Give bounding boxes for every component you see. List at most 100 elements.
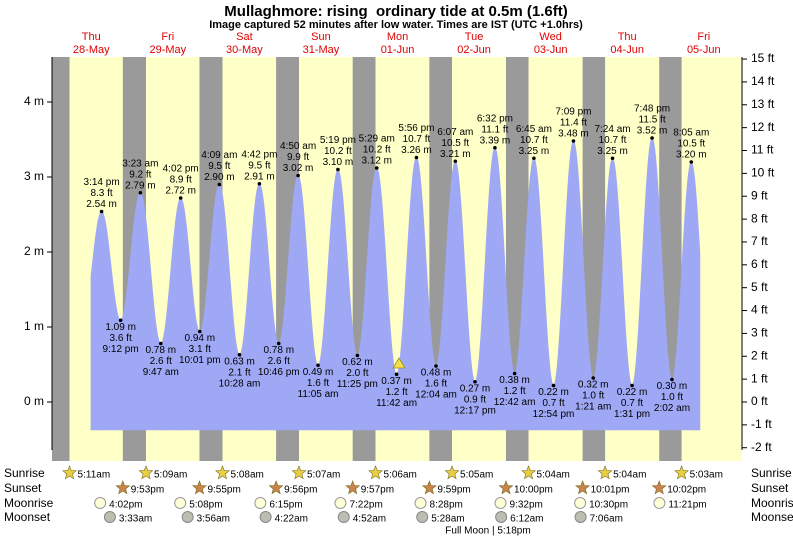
day-name: Tue — [465, 31, 484, 43]
moonset-time: 5:28am — [431, 514, 464, 525]
day-date: 30-May — [226, 44, 263, 56]
tide-point — [237, 352, 242, 357]
height-ft-label: 10.2 ft — [363, 145, 391, 156]
sun-icon — [368, 465, 384, 480]
height-m-label: 0.48 m — [421, 368, 452, 379]
tide-point — [178, 196, 183, 200]
moonset-icon — [495, 511, 508, 523]
height-ft-label: 10.7 ft — [403, 134, 431, 145]
sun-icon — [674, 465, 690, 480]
sunrise-time: 5:09am — [154, 470, 187, 481]
time-label: 4:42 pm — [241, 149, 277, 160]
height-ft-label: 9.5 ft — [248, 160, 270, 171]
height-ft-label: 1.0 ft — [661, 392, 683, 403]
moonrise-time: 6:15pm — [269, 500, 302, 511]
day-name: Fri — [697, 31, 710, 43]
sun-icon — [115, 480, 131, 495]
height-ft-label: 3.6 ft — [110, 333, 132, 344]
moonset-time: 3:33am — [119, 514, 152, 525]
tide-area — [219, 183, 240, 431]
height-ft-label: 0.9 ft — [464, 394, 486, 405]
tide-point — [99, 209, 104, 214]
tide-area — [101, 211, 121, 431]
tide-area — [435, 160, 456, 431]
height-ft-label: 8.3 ft — [90, 188, 112, 199]
height-m-label: 0.22 m — [538, 387, 569, 398]
day-name: Thu — [618, 31, 637, 43]
moonrise-time: 5:08pm — [189, 500, 222, 511]
moonrise-icon — [334, 497, 347, 509]
day-name: Thu — [82, 31, 101, 43]
sunrise-time: 5:07am — [307, 470, 340, 481]
time-label: 6:45 am — [516, 124, 552, 135]
height-ft-label: 10.5 ft — [441, 138, 469, 149]
moonrise-icon — [574, 497, 587, 509]
chart-title: Mullaghmore: rising ordinary tide at 0.5… — [224, 3, 567, 20]
tide-area — [651, 137, 673, 431]
time-label: 11:25 pm — [337, 379, 378, 390]
tide-point — [276, 341, 281, 346]
tide-area — [259, 183, 280, 431]
height-ft-label: 11.5 ft — [639, 115, 666, 126]
moonset-icon — [181, 511, 194, 523]
sun-icon — [651, 480, 667, 495]
height-m-label: 3.52 m — [637, 126, 668, 137]
moonrise-icon — [494, 497, 507, 509]
sunset-time: 10:02pm — [667, 485, 706, 496]
y2-tick-label: -1 ft — [751, 417, 772, 431]
height-ft-label: 9.9 ft — [287, 152, 309, 163]
height-m-label: 0.30 m — [657, 381, 688, 392]
height-ft-label: 10.5 ft — [677, 139, 705, 150]
moonrise-time: 11:21pm — [668, 500, 706, 511]
moonrise-time: 8:28pm — [430, 500, 463, 511]
height-ft-label: 2.6 ft — [268, 356, 290, 367]
sun-icon — [291, 465, 307, 480]
row-label: Sunset — [751, 481, 789, 495]
height-m-label: 0.27 m — [460, 383, 491, 394]
moonset-icon — [259, 511, 272, 523]
sun-icon — [597, 465, 613, 480]
tide-area — [357, 167, 378, 431]
sunrise-time: 5:04am — [537, 470, 570, 481]
sun-icon — [191, 480, 207, 495]
moonrise-time: 4:02pm — [109, 500, 142, 511]
sunrise-time: 5:06am — [384, 470, 417, 481]
sunset-time: 9:59pm — [437, 485, 470, 496]
tide-area — [337, 168, 358, 431]
time-label: 4:09 am — [201, 150, 237, 161]
height-m-label: 0.78 m — [145, 345, 176, 356]
y2-tick-label: 4 ft — [751, 303, 768, 317]
y2-tick-label: 15 ft — [751, 51, 775, 65]
height-m-label: 3.20 m — [676, 150, 707, 161]
sun-icon — [521, 465, 537, 480]
day-name: Mon — [387, 31, 408, 43]
moonrise-icon — [94, 497, 107, 509]
time-label: 4:02 pm — [163, 164, 199, 175]
row-label: Moonrise — [4, 496, 54, 510]
tide-area — [474, 147, 496, 431]
height-m-label: 0.62 m — [342, 357, 373, 368]
moonrise-time: 9:32pm — [509, 500, 542, 511]
tide-area — [612, 157, 633, 431]
height-m-label: 3.02 m — [283, 163, 314, 174]
tide-point — [138, 190, 143, 195]
tide-area — [297, 174, 319, 431]
day-name: Sat — [236, 31, 253, 43]
y2-tick-label: 10 ft — [751, 166, 775, 180]
tide-point — [394, 372, 399, 377]
moonrise-icon — [254, 497, 267, 509]
height-ft-label: 9.2 ft — [129, 169, 151, 180]
height-ft-label: 10.2 ft — [324, 146, 352, 157]
moonrise-icon — [653, 497, 666, 509]
moonset-time: 4:52am — [353, 514, 386, 525]
height-ft-label: 11.1 ft — [481, 124, 508, 135]
height-m-label: 3.48 m — [558, 129, 589, 140]
tide-point — [296, 173, 300, 178]
tide-area — [573, 140, 594, 431]
sun-icon — [421, 480, 437, 495]
sunset-time: 10:00pm — [514, 485, 553, 496]
height-m-label: 3.25 m — [519, 146, 550, 157]
tide-area — [278, 174, 299, 431]
height-ft-label: 1.6 ft — [307, 378, 329, 389]
moonset-time: 6:12am — [510, 514, 543, 525]
